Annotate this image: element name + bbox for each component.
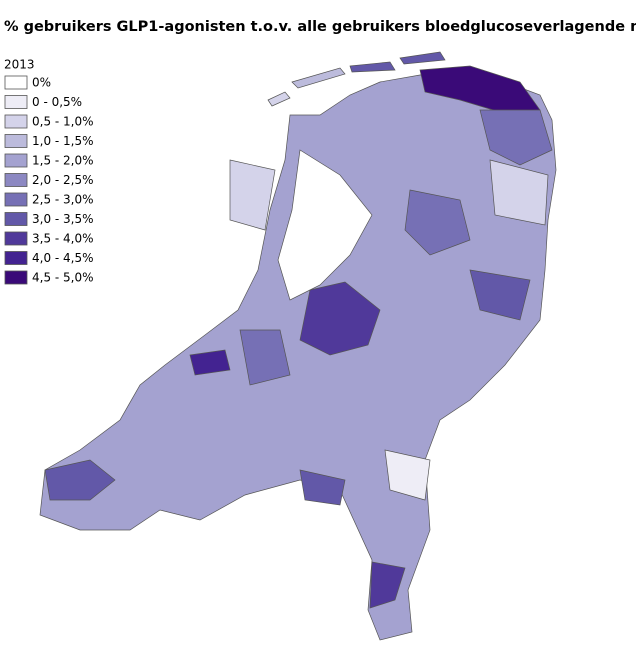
region (489, 159, 549, 226)
region (469, 269, 531, 321)
legend-swatch (4, 251, 28, 265)
legend-label: 4,5 - 5,0% (32, 271, 94, 285)
legend-label: 3,0 - 3,5% (32, 212, 94, 226)
legend-swatch (4, 270, 28, 285)
island (399, 51, 446, 65)
legend-swatch (4, 212, 28, 226)
legend-label: 1,0 - 1,5% (32, 134, 94, 148)
legend-swatch (4, 114, 28, 129)
legend-label: 0% (32, 76, 51, 90)
map-title: % gebruikers GLP1-agonisten t.o.v. alle … (4, 19, 636, 35)
region (239, 329, 291, 386)
lake (277, 149, 373, 301)
region (369, 561, 406, 609)
region (229, 159, 276, 231)
legend-label: 3,5 - 4,0% (32, 232, 94, 246)
island (291, 67, 346, 89)
legend-swatch (4, 231, 28, 246)
legend-swatch (4, 153, 28, 168)
legend-label: 4,0 - 4,5% (32, 251, 94, 265)
island (267, 91, 291, 107)
region (404, 189, 471, 256)
legend: 0% 0 - 0,5% 0,5 - 1,0% 1,0 - 1,5% 1,5 - 2,0%… (4, 75, 94, 285)
island (349, 61, 396, 73)
legend-swatch (4, 75, 28, 90)
legend-swatch (4, 95, 28, 109)
legend-label: 2,0 - 2,5% (32, 173, 94, 187)
legend-label: 0 - 0,5% (32, 95, 82, 109)
region (384, 449, 431, 501)
legend-swatch (4, 134, 28, 148)
legend-title: 2013 (4, 58, 35, 72)
land (39, 71, 557, 641)
region (479, 109, 553, 166)
legend-swatch (4, 192, 28, 207)
map (39, 51, 557, 641)
legend-label: 0,5 - 1,0% (32, 115, 94, 129)
legend-label: 2,5 - 3,0% (32, 193, 94, 207)
legend-swatch (4, 173, 28, 187)
legend-label: 1,5 - 2,0% (32, 154, 94, 168)
region (299, 469, 346, 506)
region (44, 459, 116, 501)
region (299, 281, 381, 356)
region (189, 349, 231, 376)
